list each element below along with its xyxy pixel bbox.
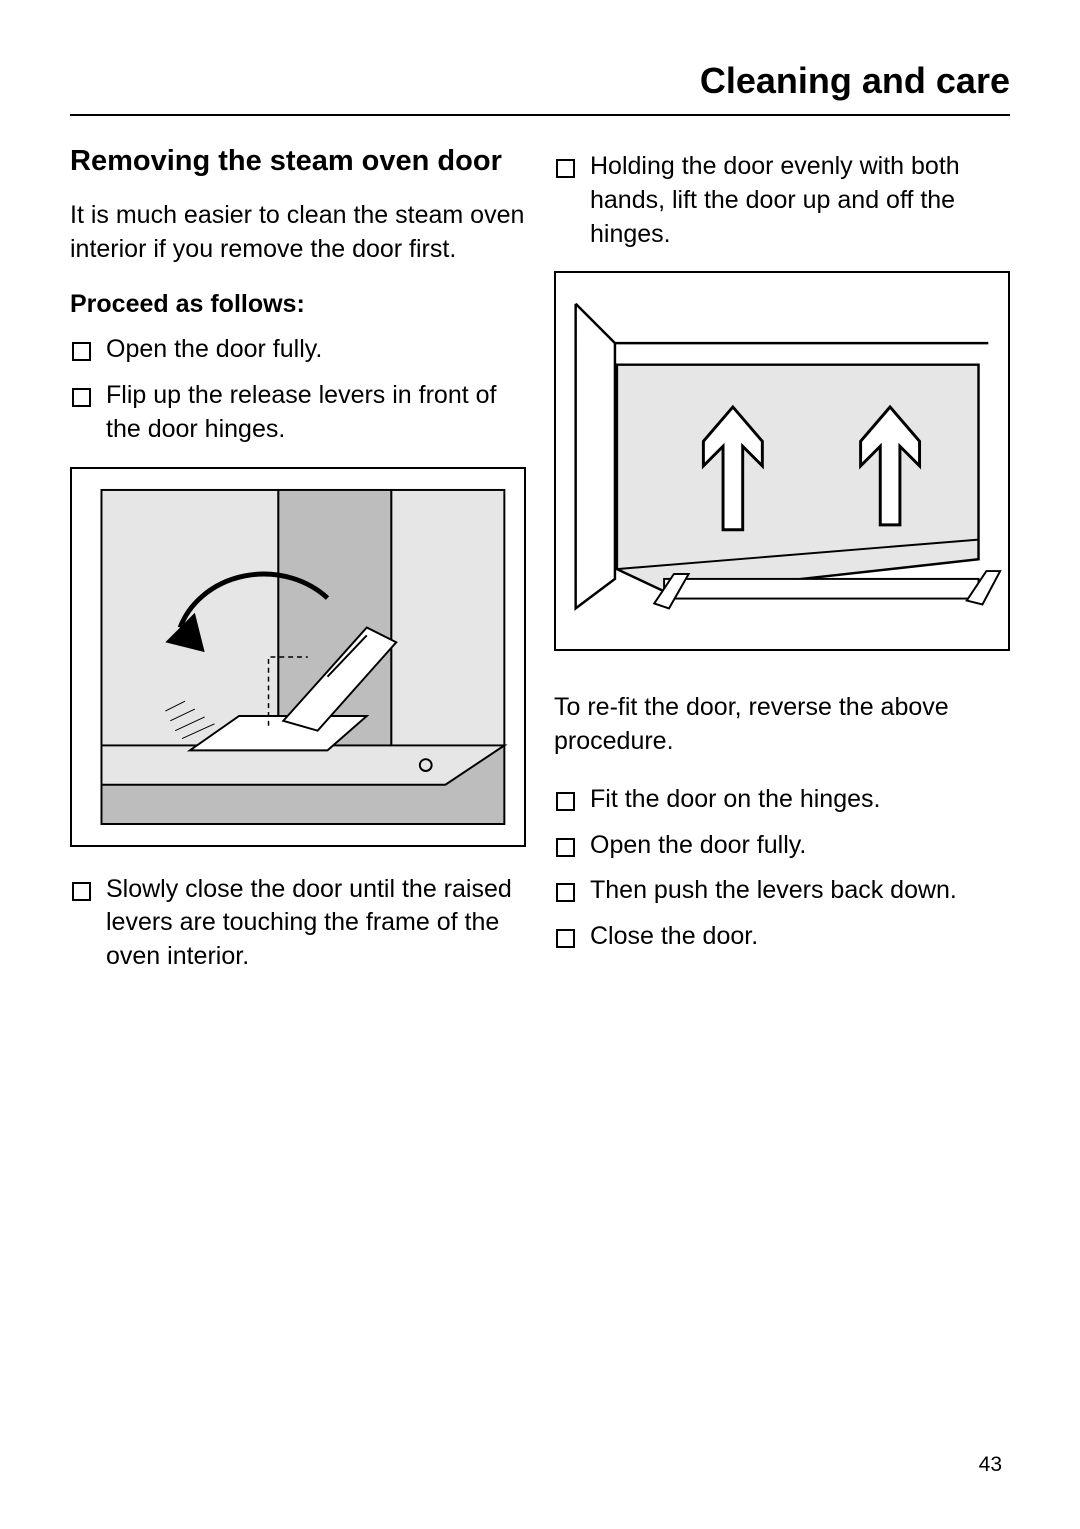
- refit-steps-list: Fit the door on the hinges. Open the doo…: [554, 783, 1010, 954]
- hinge-diagram-icon: [72, 469, 524, 845]
- steps-list-3: Holding the door evenly with both hands,…: [554, 150, 1010, 251]
- section-title: Removing the steam oven door: [70, 144, 526, 179]
- list-item: Slowly close the door until the raised l…: [70, 873, 526, 974]
- page-header: Cleaning and care: [70, 60, 1010, 116]
- two-column-layout: Removing the steam oven door It is much …: [70, 144, 1010, 994]
- steps-list-1: Open the door fully. Flip up the release…: [70, 333, 526, 446]
- list-item: Then push the levers back down.: [554, 874, 1010, 908]
- manual-page: Cleaning and care Removing the steam ove…: [0, 0, 1080, 1529]
- lift-door-diagram-icon: [556, 273, 1008, 649]
- list-item: Flip up the release levers in front of t…: [70, 379, 526, 447]
- figure-lift-door: [554, 271, 1010, 651]
- list-item: Close the door.: [554, 920, 1010, 954]
- page-number: 43: [979, 1453, 1002, 1477]
- list-item: Open the door fully.: [554, 829, 1010, 863]
- steps-list-2: Slowly close the door until the raised l…: [70, 873, 526, 974]
- header-title: Cleaning and care: [700, 60, 1010, 101]
- refit-intro: To re-fit the door, reverse the above pr…: [554, 691, 1010, 759]
- left-column: Removing the steam oven door It is much …: [70, 144, 526, 994]
- list-item: Fit the door on the hinges.: [554, 783, 1010, 817]
- figure-hinge-lever: [70, 467, 526, 847]
- right-column: Holding the door evenly with both hands,…: [554, 144, 1010, 994]
- list-item: Open the door fully.: [70, 333, 526, 367]
- proceed-heading: Proceed as follows:: [70, 290, 526, 319]
- intro-paragraph: It is much easier to clean the steam ove…: [70, 199, 526, 267]
- list-item: Holding the door evenly with both hands,…: [554, 150, 1010, 251]
